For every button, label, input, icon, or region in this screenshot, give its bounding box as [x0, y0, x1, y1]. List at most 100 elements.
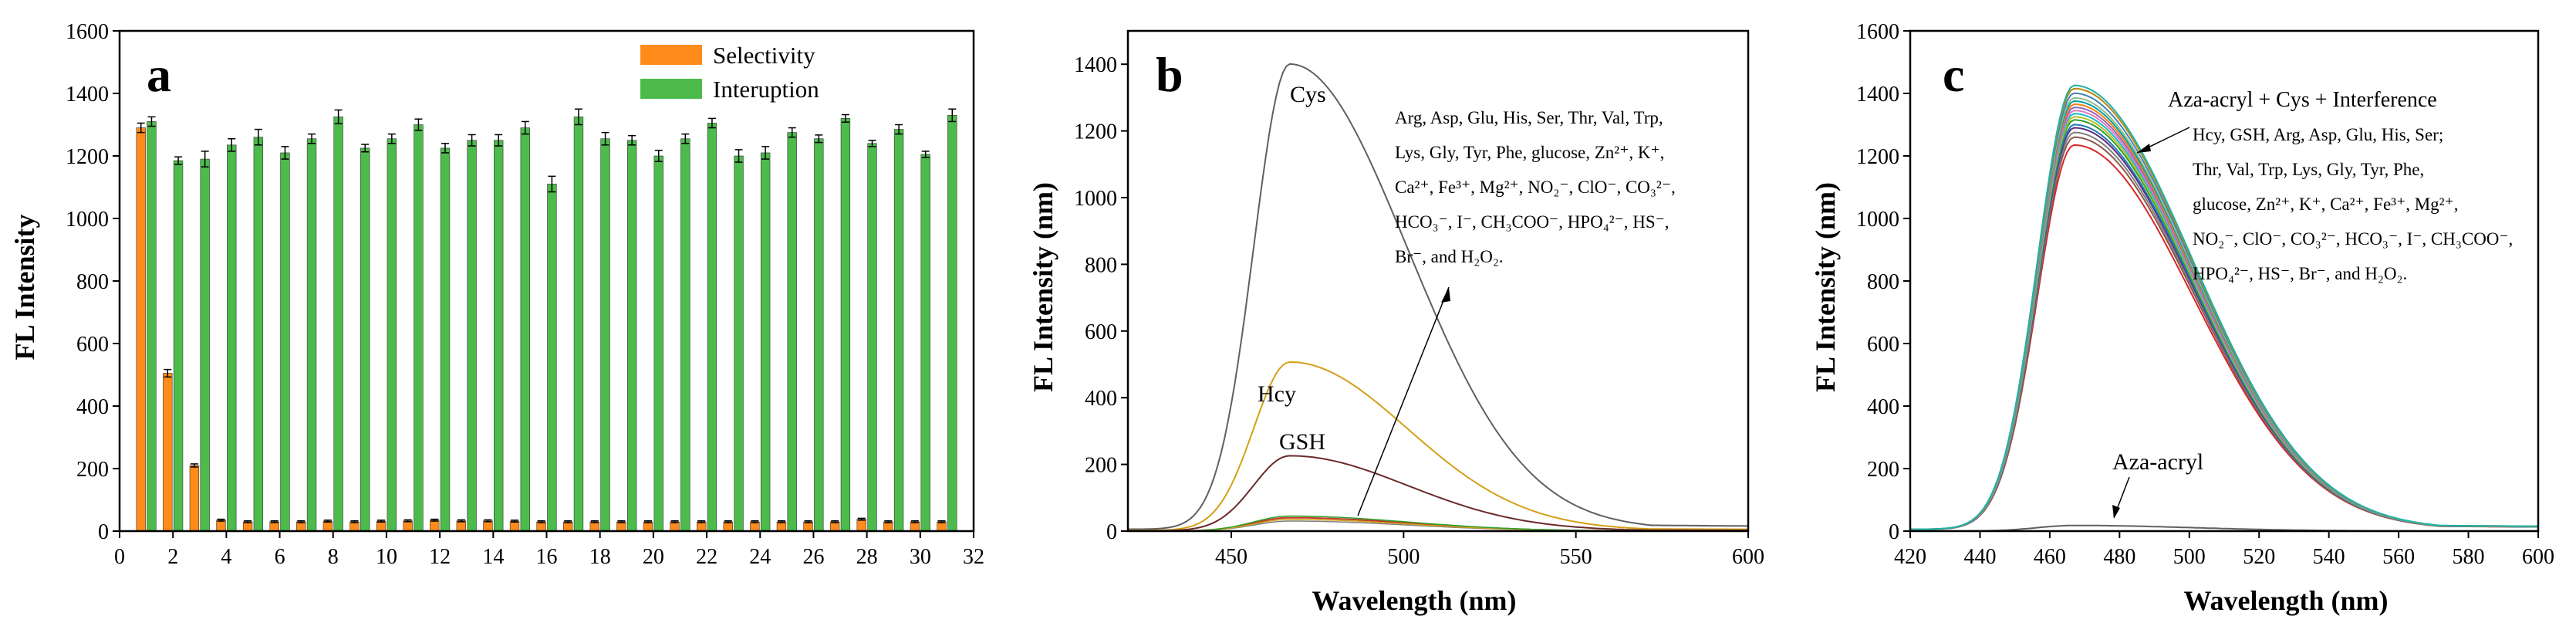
curve-label-cys: Cys: [1290, 82, 1326, 107]
panel-c-y-tick-label: 1000: [1856, 208, 1899, 232]
panel-b-y-tick-label: 1200: [1074, 120, 1117, 144]
panel-c-axes: 420 440 460 480 500 520 540 560 580 600 0 200 400 600…: [1856, 20, 2554, 569]
interuption-bar: [600, 138, 610, 532]
selectivity-bar: [483, 520, 493, 532]
annotation-line: Hcy, GSH, Arg, Asp, Glu, His, Ser;: [2193, 125, 2443, 144]
panel-c-y-tick-label: 1200: [1856, 145, 1899, 169]
panel-a-axes: 0 2 4 6 8 10 12 14 16 18 20 22 24 26 28 30 3202004006008…: [66, 20, 984, 569]
panel-c-letter: c: [1943, 47, 1964, 102]
interuption-bar: [414, 124, 424, 532]
annotation-arrowhead: [2137, 144, 2151, 153]
panel-b-x-tick-label: 550: [1560, 545, 1592, 569]
panel-a-y-tick-label: 600: [76, 333, 109, 357]
panel-c-x-tick-label: 460: [2034, 545, 2066, 569]
annotation-arrow: [1357, 286, 1450, 516]
legend-swatch-selectivity: [640, 45, 702, 65]
panel-c-y-tick-label: 800: [1867, 270, 1899, 294]
panel-c-y-tick-label: 1400: [1856, 83, 1899, 107]
interuption-bar: [333, 117, 343, 532]
interuption-bar: [760, 152, 771, 532]
interuption-bar: [626, 140, 637, 532]
panel-c-x-tick-label: 560: [2382, 545, 2415, 569]
panel-c-ylabel: FL Intensity (nm): [1810, 182, 1841, 392]
panel-a-y-tick-label: 400: [76, 395, 109, 419]
interuption-bar: [200, 158, 210, 532]
panel-a-x-tick-label: 14: [482, 545, 504, 569]
panel-b-x-tick-label: 500: [1387, 545, 1420, 569]
panel-a-bars: [136, 108, 957, 532]
panel-a-x-tick-label: 30: [910, 545, 931, 569]
panel-b-y-tick-label: 400: [1085, 387, 1117, 411]
panel-c-annotation: Hcy, GSH, Arg, Asp, Glu, His, Ser; Thr, …: [2136, 125, 2513, 283]
panel-a-y-tick-label: 1400: [66, 83, 109, 107]
panel-a-y-tick-label: 800: [76, 270, 109, 294]
legend-swatch-interuption: [640, 79, 702, 99]
interuption-bar: [573, 117, 584, 532]
interuption-bar: [707, 123, 717, 532]
panel-b-y-tick-label: 1400: [1074, 53, 1117, 77]
interuption-bar: [787, 132, 797, 532]
panel-b-ylabel: FL Intensity (nm): [1028, 182, 1058, 392]
curve-label-aza-acryl: Aza-acryl: [2112, 449, 2203, 475]
interuption-bar: [306, 138, 317, 532]
panel-a-x-tick-label: 18: [589, 545, 611, 569]
interuption-bar: [520, 127, 530, 532]
panel-b-axes: 450 500 550 600 0 200 400 600 800 1000 1200 1400: [1074, 29, 1764, 569]
panel-a-y-tick-label: 0: [98, 520, 109, 544]
selectivity-bar: [163, 373, 173, 532]
panel-b-plot-frame: [1126, 29, 1750, 533]
panel-c-curves: [1909, 84, 2539, 532]
selectivity-bar: [216, 520, 226, 532]
panel-b-x-tick-label: 600: [1732, 545, 1764, 569]
panel-a-y-tick-label: 1000: [66, 208, 109, 232]
interuption-bar: [947, 115, 957, 532]
panel-c-x-tick-label: 520: [2243, 545, 2275, 569]
annotation-line: Ca²⁺, Fe³⁺, Mg²⁺, NO₂⁻, ClO⁻, CO₃²⁻,: [1395, 178, 1676, 197]
selectivity-bar: [430, 520, 440, 532]
interuption-bar: [227, 144, 237, 532]
panel-a-x-tick-label: 24: [749, 545, 771, 569]
annotation-line: HCO₃⁻, I⁻, CH₃COO⁻, HPO₄²⁻, HS⁻,: [1395, 212, 1670, 232]
panel-a-x-tick-label: 8: [328, 545, 339, 569]
panel-c: 420 440 460 480 500 520 540 560 580 600 0 200 400 600…: [1810, 20, 2554, 616]
panel-a-y-tick-label: 200: [76, 458, 109, 482]
panel-a-legend: Selectivity Interuption: [640, 42, 819, 103]
spectrum-interference-mix: [1910, 84, 2538, 530]
interuption-bar: [467, 140, 477, 532]
annotation-arrowhead: [1441, 287, 1450, 303]
panel-c-x-tick-label: 580: [2453, 545, 2485, 569]
interuption-bar: [547, 184, 557, 532]
selectivity-bar: [856, 519, 866, 532]
panel-b-y-tick-label: 0: [1106, 520, 1117, 544]
panel-a-x-tick-label: 0: [114, 545, 125, 569]
interuption-bar: [680, 138, 690, 532]
curve-label-gsh: GSH: [1279, 429, 1325, 455]
panel-a: 0 2 4 6 8 10 12 14 16 18 20 22 24 26 28 30 3202004006008…: [9, 20, 984, 569]
curve-label-hcy: Hcy: [1258, 381, 1296, 407]
legend-label-selectivity: Selectivity: [713, 42, 815, 69]
panel-b-curves: [1127, 63, 1748, 532]
spectrum-cys: [1127, 63, 1748, 530]
panel-a-x-tick-label: 6: [275, 545, 285, 569]
panel-b-y-tick-label: 800: [1085, 253, 1117, 277]
panel-c-y-tick-label: 0: [1889, 520, 1899, 544]
interuption-bar: [734, 155, 744, 532]
panel-c-y-tick-label: 600: [1867, 333, 1899, 357]
panel-c-x-tick-label: 600: [2522, 545, 2554, 569]
aza-arrowhead: [2112, 505, 2120, 519]
interuption-bar: [280, 152, 290, 532]
interuption-bar: [920, 154, 930, 532]
annotation-line: Thr, Val, Trp, Lys, Gly, Tyr, Phe,: [2193, 160, 2424, 179]
panel-c-x-tick-label: 420: [1894, 545, 1926, 569]
panel-a-x-tick-label: 28: [856, 545, 878, 569]
spectrum-hcy: [1128, 361, 1748, 532]
panel-c-x-tick-label: 500: [2173, 545, 2206, 569]
panel-a-x-tick-label: 2: [167, 545, 178, 569]
panel-a-y-tick-label: 1600: [66, 20, 109, 44]
selectivity-bar: [136, 127, 146, 532]
interuption-bar: [173, 160, 184, 532]
panel-a-x-tick-label: 26: [802, 545, 824, 569]
panel-b-y-tick-label: 200: [1085, 454, 1117, 478]
panel-c-title-annotation: Aza-acryl + Cys + Interference: [2168, 88, 2437, 112]
